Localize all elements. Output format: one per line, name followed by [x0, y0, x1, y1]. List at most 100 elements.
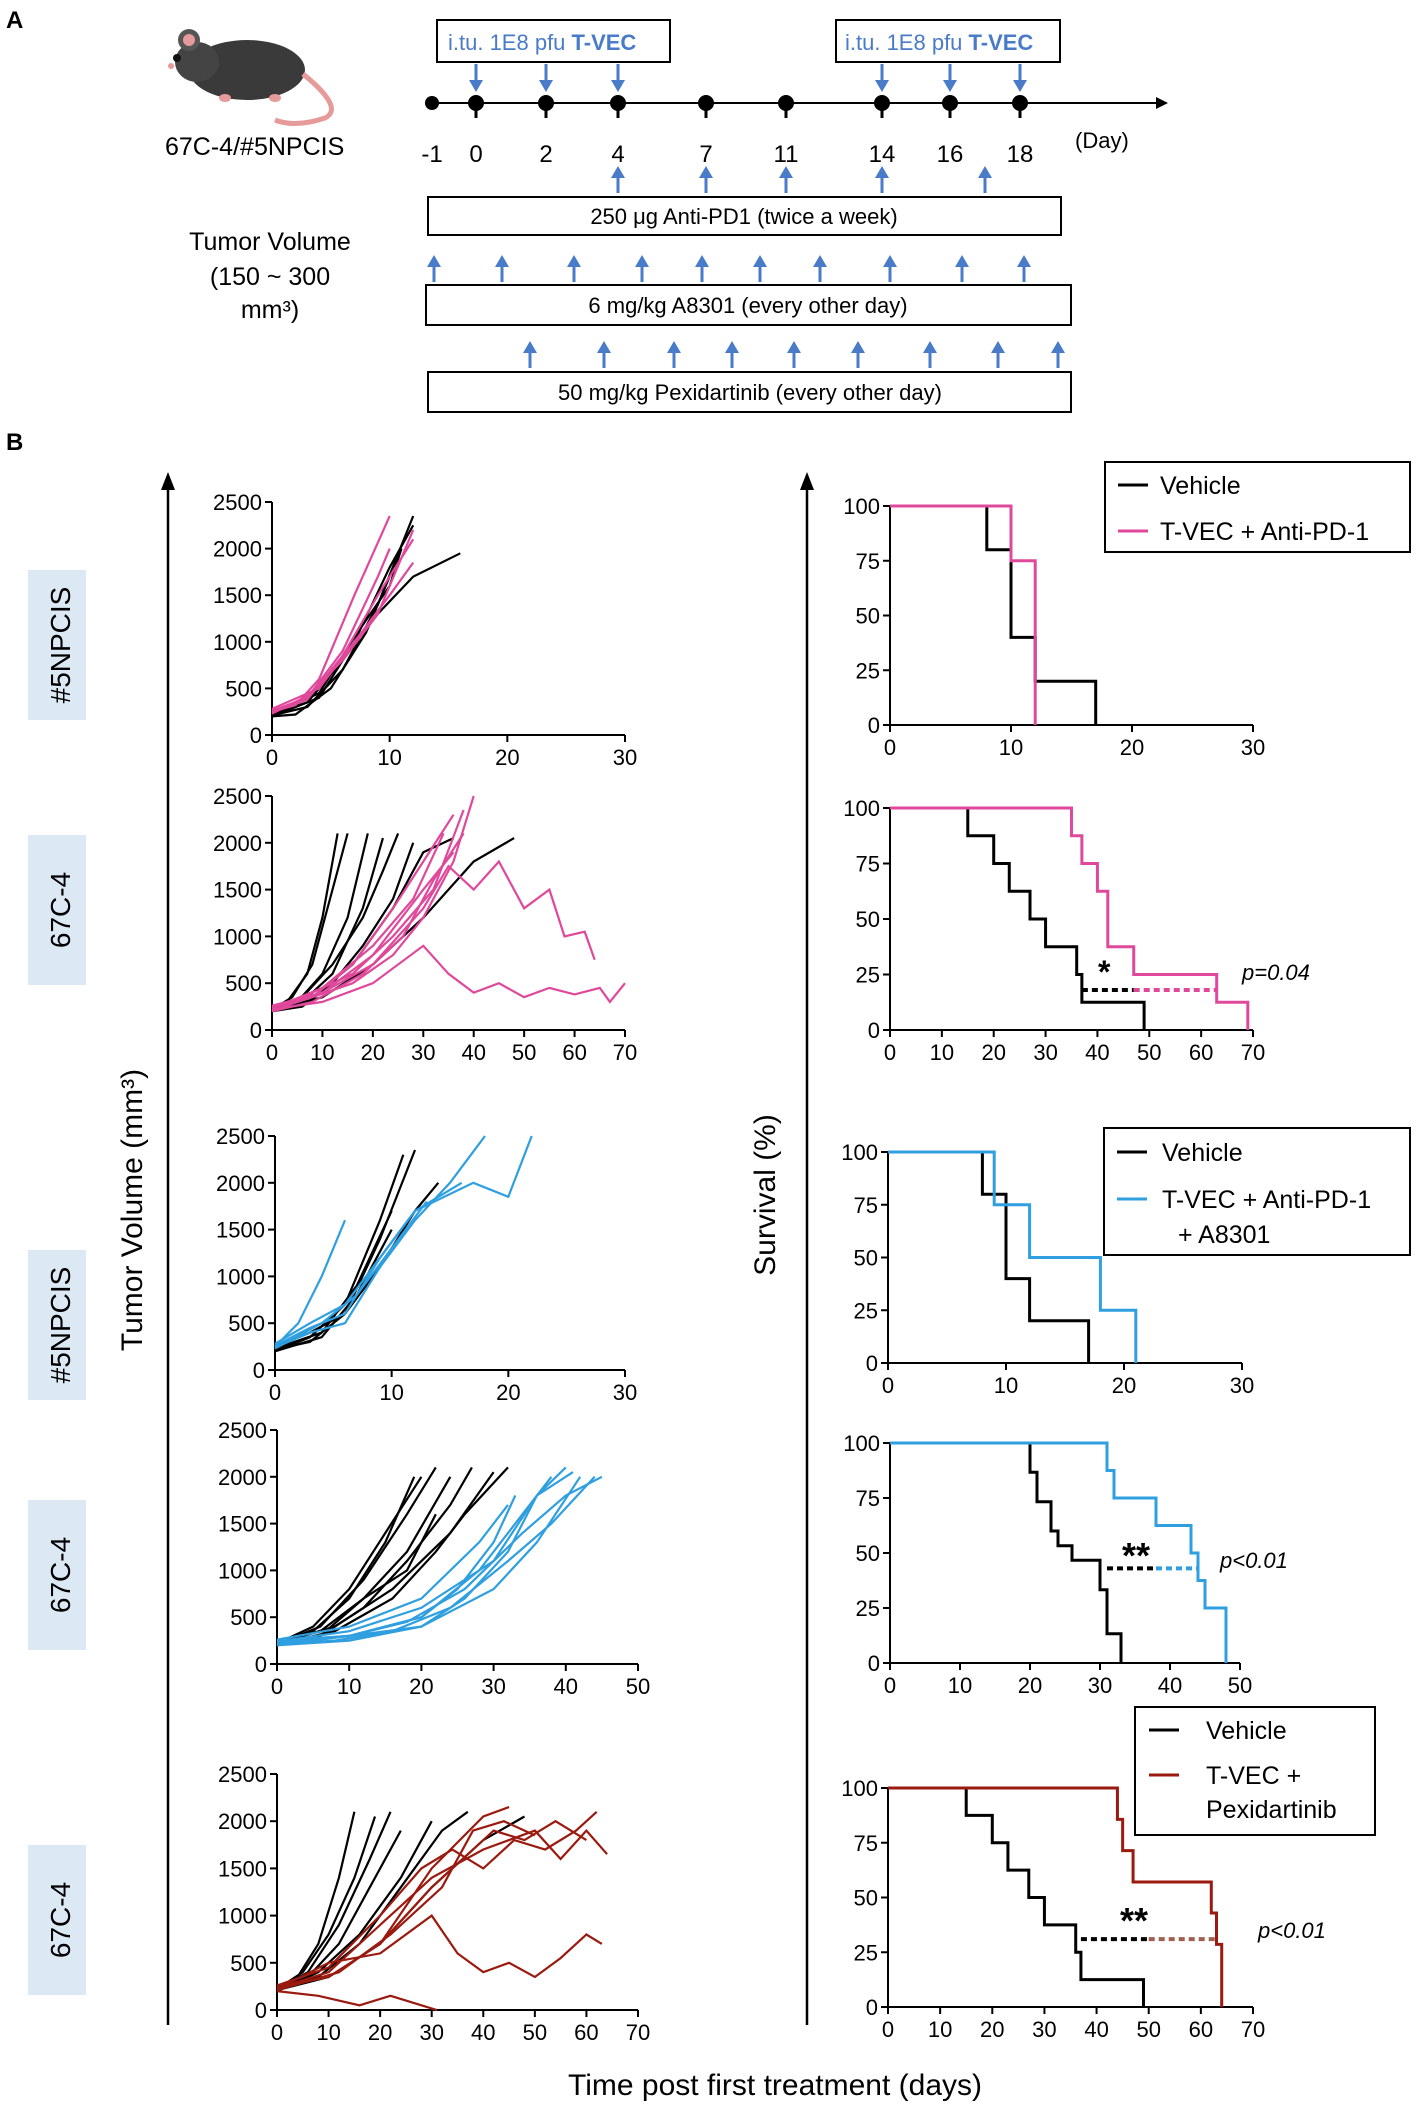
- a8301-arrow-icon: [1017, 255, 1031, 282]
- pexidartinib-arrows: [523, 341, 1065, 368]
- y-tick-label: 500: [230, 1605, 267, 1630]
- series-line: [274, 1200, 428, 1350]
- arrow-head: [875, 166, 889, 178]
- legend-vehicle: Vehicle: [1162, 1139, 1243, 1167]
- arrow-head: [787, 341, 801, 353]
- x-tick-label: 30: [419, 2020, 443, 2045]
- tvec-box-2-text: i.tu. 1E8 pfu T-VEC: [845, 30, 1033, 55]
- legend-box: [1104, 461, 1411, 553]
- y-tick-label: 25: [854, 1940, 878, 1965]
- x-tick-label: 60: [574, 2020, 598, 2045]
- series-line: [271, 561, 415, 710]
- x-tick-label: 30: [1241, 735, 1265, 760]
- x-axis-title: Time post first treatment (days): [568, 2069, 982, 2102]
- legend-vehicle: Vehicle: [1206, 1717, 1287, 1745]
- series-line: [276, 1819, 587, 1989]
- arrow-head: [667, 341, 681, 353]
- timeline-arrowhead: [1156, 97, 1168, 109]
- row-label-box: [28, 570, 86, 720]
- y-tick-label: 75: [856, 549, 880, 574]
- arrow-head: [611, 80, 625, 92]
- series-line: [276, 1810, 598, 1987]
- row-label: #5NPCIS: [45, 1267, 76, 1384]
- y-tick-label: 1500: [213, 583, 262, 608]
- y-tick-label: 1000: [213, 924, 262, 949]
- series-line: [271, 837, 515, 1012]
- panel-b: B Tumor Volume (mm³) Survival (%) #5NPCI…: [6, 429, 1411, 2102]
- significance-star: *: [1098, 954, 1111, 990]
- series-line: [276, 1476, 582, 1647]
- y-tick-label: 75: [856, 1486, 880, 1511]
- y-tick-label: 0: [868, 1651, 880, 1676]
- antipd1-box: [427, 196, 1062, 236]
- y-tick-label: 25: [854, 1298, 878, 1323]
- x-tick-label: 20: [981, 1040, 1005, 1065]
- row-label-box: [28, 835, 86, 985]
- timeline-tick-label: 14: [869, 141, 896, 168]
- model-label: 67C-4/#5NPCIS: [165, 133, 344, 161]
- tumor-67c4-pexidartinib: 0 500 1000 1500 2000 2500 0 10 20 30 40 50 60 70: [218, 1762, 650, 2045]
- antipd1-arrow-icon: [779, 166, 793, 193]
- panel-a: A 67C-4/#5NPCIS Tumor Volume (150 ~ 300 …: [6, 7, 1168, 413]
- y-tick-label: 100: [843, 1431, 880, 1456]
- x-tick-label: 10: [928, 2017, 952, 2042]
- tumor-volume-line-3: mm³): [241, 296, 299, 324]
- arrow-head: [495, 255, 509, 267]
- series-line: [276, 1475, 603, 1647]
- y-tick-label: 1500: [218, 1856, 267, 1881]
- series-line: [274, 1219, 347, 1348]
- timeline-tick-label: -1: [421, 141, 442, 168]
- antipd1-arrow-icon: [978, 166, 992, 193]
- survival-step: [890, 504, 1037, 725]
- series-line: [276, 1828, 608, 1990]
- series-line: [276, 1914, 603, 1991]
- y-tick-label: 75: [854, 1831, 878, 1856]
- antipd1-arrow-icon: [699, 166, 713, 193]
- series-line: [271, 529, 415, 715]
- y-tick-label: 1500: [216, 1218, 265, 1243]
- x-tick-label: 0: [882, 2017, 894, 2042]
- arrow-head: [753, 255, 767, 267]
- arrow-head: [851, 341, 865, 353]
- y-tick-label: 75: [854, 1193, 878, 1218]
- y-tick-label: 2000: [218, 1809, 267, 1834]
- row-label: 67C-4: [45, 1882, 76, 1958]
- y-tick-label: 25: [856, 1596, 880, 1621]
- x-tick-label: 70: [626, 2020, 650, 2045]
- x-tick-label: 60: [1189, 1040, 1213, 1065]
- x-tick-label: 30: [481, 1674, 505, 1699]
- tumor-67c4-antipd1: 0 500 1000 1500 2000 2500 0 10 20 30 40 50 60 70: [213, 784, 637, 1065]
- legend-treatment: T-VEC + Anti-PD-1: [1160, 518, 1369, 546]
- x-tick-label: 10: [316, 2020, 340, 2045]
- row-label-box: [28, 1250, 86, 1400]
- series-line: [274, 1135, 486, 1349]
- x-tick-label: 10: [377, 745, 401, 770]
- row-label: #5NPCIS: [45, 587, 76, 704]
- legend-treatment-line1: T-VEC + Anti-PD-1: [1162, 1186, 1371, 1214]
- y-tick-label: 500: [225, 676, 262, 701]
- x-tick-label: 0: [882, 1373, 894, 1398]
- timeline-tick-label: 4: [611, 141, 624, 168]
- series-line: [271, 515, 415, 717]
- survival-step: [890, 504, 1098, 725]
- x-tick-label: 10: [994, 1373, 1018, 1398]
- series-line: [276, 1466, 473, 1647]
- a8301-arrow-icon: [813, 255, 827, 282]
- x-tick-label: 20: [1120, 735, 1144, 760]
- pexidartinib-arrow-icon: [725, 341, 739, 368]
- arrow-head: [427, 255, 441, 267]
- row-label-box: [28, 1845, 86, 1995]
- tumor-volume-line-2: (150 ~ 300: [210, 263, 330, 291]
- survival-67c4-pexidartinib: 0 25 50 75 100 0 10 20 30 40 50 60 70: [841, 1776, 1265, 2042]
- timeline-tick-label: 18: [1007, 141, 1034, 168]
- pexidartinib-arrow-icon: [851, 341, 865, 368]
- y-tick-label: 50: [856, 907, 880, 932]
- y-tick-label: 0: [866, 1351, 878, 1376]
- tumor-67c4-a8301: 0 500 1000 1500 2000 2500 0 10 20 30 40 50: [218, 1418, 650, 1699]
- panel-a-letter: A: [6, 7, 23, 34]
- x-tick-label: 70: [613, 1040, 637, 1065]
- panel-b-letter: B: [6, 429, 23, 456]
- y-tick-label: 1000: [218, 1904, 267, 1929]
- antipd1-arrow-icon: [611, 166, 625, 193]
- x-tick-label: 10: [999, 735, 1023, 760]
